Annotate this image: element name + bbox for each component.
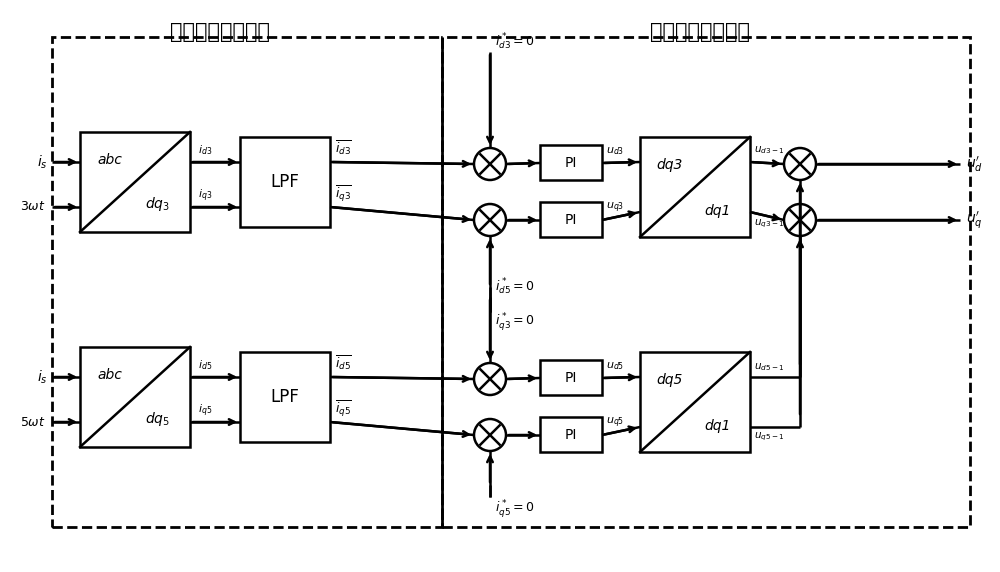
Text: $i_{d5}^*=0$: $i_{d5}^*=0$ <box>495 277 534 297</box>
Text: $i_{q5}$: $i_{q5}$ <box>198 403 212 419</box>
Bar <box>540 202 602 237</box>
Text: $u_{d5-1}$: $u_{d5-1}$ <box>754 361 785 373</box>
Text: $3\omega t$: $3\omega t$ <box>20 201 46 213</box>
Text: $i_s$: $i_s$ <box>37 368 48 386</box>
Bar <box>540 360 602 395</box>
Text: abc: abc <box>98 153 122 167</box>
Text: dq1: dq1 <box>705 204 731 218</box>
Text: dq$_5$: dq$_5$ <box>145 410 171 428</box>
Bar <box>80 347 190 447</box>
Text: $i_{q3}$: $i_{q3}$ <box>198 188 212 204</box>
Bar <box>640 352 750 452</box>
Text: $i_{d3}^*=0$: $i_{d3}^*=0$ <box>495 32 534 52</box>
Text: LPF: LPF <box>271 173 299 191</box>
Text: 谐波电流抑制模块: 谐波电流抑制模块 <box>650 22 750 42</box>
Text: $u_q'$: $u_q'$ <box>966 209 983 231</box>
Text: LPF: LPF <box>271 388 299 406</box>
Text: $u_{d3-1}$: $u_{d3-1}$ <box>754 144 785 156</box>
Text: $i_s$: $i_s$ <box>37 153 48 170</box>
Bar <box>80 132 190 232</box>
Text: $i_{d3}$: $i_{d3}$ <box>198 143 212 157</box>
Text: $u_{d5}$: $u_{d5}$ <box>606 360 624 372</box>
Bar <box>240 352 330 442</box>
Bar <box>240 137 330 227</box>
Bar <box>442 37 970 527</box>
Text: $u_d'$: $u_d'$ <box>966 154 983 173</box>
Text: $u_{q3-1}$: $u_{q3-1}$ <box>754 218 785 230</box>
Bar <box>540 145 602 180</box>
Text: PI: PI <box>565 156 577 170</box>
Text: PI: PI <box>565 213 577 227</box>
Text: dq1: dq1 <box>705 419 731 433</box>
Text: abc: abc <box>98 368 122 382</box>
Bar <box>640 137 750 237</box>
Text: $i_{d5}$: $i_{d5}$ <box>198 358 212 372</box>
Text: $u_{d3}$: $u_{d3}$ <box>606 145 624 157</box>
Bar <box>540 417 602 452</box>
Text: dq$_3$: dq$_3$ <box>145 195 171 213</box>
Bar <box>52 37 442 527</box>
Text: $\overline{i_{d5}}$: $\overline{i_{d5}}$ <box>335 353 352 372</box>
Text: $5\omega t$: $5\omega t$ <box>20 415 46 428</box>
Text: $i_{q5}^*=0$: $i_{q5}^*=0$ <box>495 498 534 520</box>
Text: $i_{q3}^*=0$: $i_{q3}^*=0$ <box>495 311 534 333</box>
Text: $u_{q5}$: $u_{q5}$ <box>606 416 624 430</box>
Text: $u_{q5-1}$: $u_{q5-1}$ <box>754 431 785 443</box>
Text: PI: PI <box>565 428 577 442</box>
Text: PI: PI <box>565 371 577 385</box>
Text: dq5: dq5 <box>657 373 683 387</box>
Text: $\overline{i_{q3}}$: $\overline{i_{q3}}$ <box>335 184 352 204</box>
Text: 谐波电流提取模块: 谐波电流提取模块 <box>170 22 270 42</box>
Text: $\overline{i_{d3}}$: $\overline{i_{d3}}$ <box>335 139 352 157</box>
Text: $\overline{i_{q5}}$: $\overline{i_{q5}}$ <box>335 399 352 419</box>
Text: dq3: dq3 <box>657 158 683 172</box>
Text: $u_{q3}$: $u_{q3}$ <box>606 201 624 215</box>
